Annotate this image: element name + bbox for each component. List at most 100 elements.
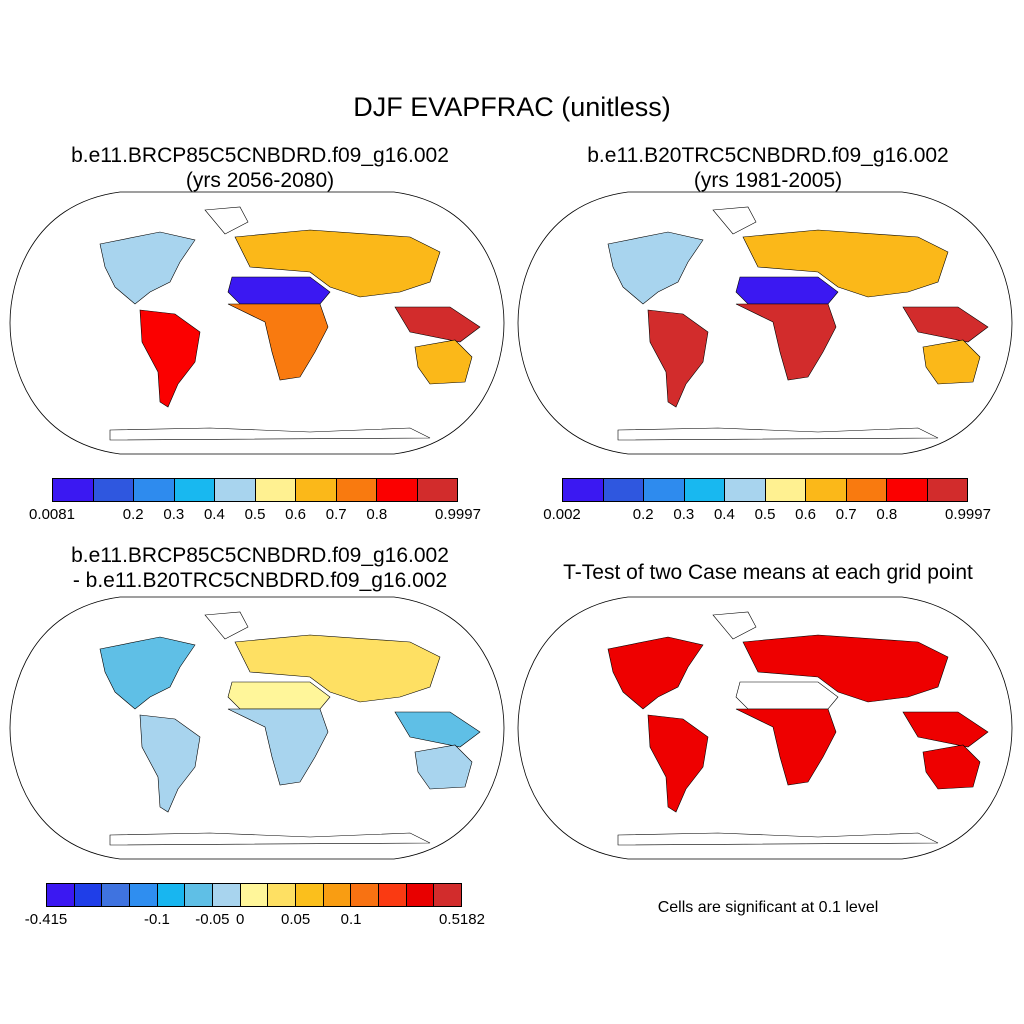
panel-1-title: b.e11.BRCP85C5CNBDRD.f09_g16.002 (yrs 20…: [20, 143, 500, 193]
colorbar-segment: [296, 884, 324, 906]
colorbar-segment: [185, 884, 214, 906]
colorbar-segment: [47, 884, 75, 906]
colorbar-tick-label: 0: [235, 911, 245, 928]
continent-greenland: [204, 206, 249, 235]
panel-2-title-line1: b.e11.B20TRC5CNBDRD.f09_g16.002: [587, 144, 949, 167]
colorbar-tick-label: -0.05: [195, 911, 230, 928]
continent-greenland: [712, 206, 757, 235]
colorbar-segment: [806, 479, 847, 501]
colorbar-panel-1: [52, 478, 458, 502]
colorbar-tick-label: 0.9997: [945, 506, 991, 523]
colorbar-segment: [215, 479, 256, 501]
colorbar-tick-label: 0.8: [366, 506, 388, 523]
colorbar-segment: [417, 479, 457, 501]
continent-southAmerica: [647, 309, 709, 408]
colorbar-segment: [174, 479, 215, 501]
colorbar-segment: [887, 479, 928, 501]
colorbar-tick-label: 0.05: [280, 911, 311, 928]
panel-3-title: b.e11.BRCP85C5CNBDRD.f09_g16.002 - b.e11…: [20, 543, 500, 593]
continent-africa: [227, 708, 329, 786]
colorbar-segment: [644, 479, 685, 501]
continent-antarctic: [617, 427, 939, 441]
colorbar-tick-label: 0.3: [163, 506, 185, 523]
continent-australia: [922, 744, 981, 790]
world-map-2: [517, 191, 1013, 455]
continent-seAsia: [902, 711, 989, 748]
colorbar-segment: [336, 479, 377, 501]
continent-seAsia: [394, 306, 481, 343]
colorbar-segment: [157, 884, 186, 906]
continent-antarctic: [109, 427, 431, 441]
panel-1-title-line2: (yrs 2056-2080): [185, 169, 335, 192]
continent-antarctic: [109, 832, 431, 846]
continent-greenland: [712, 611, 757, 640]
colorbar-tick-label: 0.3: [673, 506, 695, 523]
colorbar-segment: [351, 884, 380, 906]
continent-southAmerica: [139, 714, 201, 813]
colorbar-tick-label: 0.7: [835, 506, 857, 523]
continent-northAmerica: [607, 231, 704, 305]
continent-northAmerica: [99, 636, 196, 710]
colorbar-segment: [130, 884, 158, 906]
colorbar-tick-label: -0.1: [143, 911, 170, 928]
colorbar-segment: [93, 479, 134, 501]
colorbar-tick-label: 0.7: [325, 506, 347, 523]
colorbar-segment: [268, 884, 297, 906]
colorbar-segment: [563, 479, 604, 501]
continent-australia: [414, 339, 473, 385]
continent-australia: [414, 744, 473, 790]
continent-seAsia: [394, 711, 481, 748]
continent-greenland: [204, 611, 249, 640]
colorbar-tick-label: 0.5: [244, 506, 266, 523]
continent-seAsia: [902, 306, 989, 343]
colorbar-segment: [406, 884, 435, 906]
colorbar-tick-label: 0.4: [713, 506, 735, 523]
colorbar-segment: [434, 884, 462, 906]
continent-southAmerica: [647, 714, 709, 813]
colorbar-tick-label: 0.2: [632, 506, 654, 523]
colorbar-tick-label: 0.5: [754, 506, 776, 523]
continent-africa: [735, 708, 837, 786]
colorbar-tick-label: 0.1: [340, 911, 362, 928]
continent-sahara: [735, 681, 839, 710]
colorbar-segment: [684, 479, 725, 501]
continent-eurasia: [742, 229, 949, 298]
figure-title: DJF EVAPFRAC (unitless): [353, 92, 671, 122]
continent-antarctic: [617, 832, 939, 846]
continent-sahara: [735, 276, 839, 305]
continent-eurasia: [742, 634, 949, 703]
colorbar-segment: [102, 884, 131, 906]
colorbar-segment: [603, 479, 644, 501]
continent-australia: [922, 339, 981, 385]
panel-3-title-line1: b.e11.BRCP85C5CNBDRD.f09_g16.002: [71, 544, 449, 567]
continent-africa: [735, 303, 837, 381]
panel-2-title-line2: (yrs 1981-2005): [693, 169, 843, 192]
colorbar-panel-3: [46, 883, 462, 907]
colorbar-segment: [53, 479, 94, 501]
panel-3-title-line2: - b.e11.B20TRC5CNBDRD.f09_g16.002: [72, 569, 448, 592]
colorbar-tick-label: 0.4: [203, 506, 225, 523]
colorbar-segment: [765, 479, 806, 501]
continent-northAmerica: [607, 636, 704, 710]
world-map-3: [9, 596, 505, 860]
colorbar-segment: [846, 479, 887, 501]
colorbar-segment: [296, 479, 337, 501]
continent-sahara: [227, 276, 331, 305]
panel-4-title: T-Test of two Case means at each grid po…: [563, 561, 973, 584]
continent-eurasia: [234, 634, 441, 703]
colorbar-tick-label: -0.415: [24, 911, 68, 928]
continent-africa: [227, 303, 329, 381]
colorbar-segment: [74, 884, 103, 906]
colorbar-tick-label: 0.0081: [29, 506, 75, 523]
continent-southAmerica: [139, 309, 201, 408]
panel-2-title: b.e11.B20TRC5CNBDRD.f09_g16.002 (yrs 198…: [528, 143, 1008, 193]
continent-eurasia: [234, 229, 441, 298]
colorbar-segment: [377, 479, 418, 501]
colorbar-segment: [323, 884, 352, 906]
panel-1-title-line1: b.e11.BRCP85C5CNBDRD.f09_g16.002: [71, 144, 449, 167]
significance-note: Cells are significant at 0.1 level: [657, 899, 879, 916]
world-map-4: [517, 596, 1013, 860]
colorbar-tick-label: 0.002: [543, 506, 581, 523]
colorbar-segment: [255, 479, 296, 501]
